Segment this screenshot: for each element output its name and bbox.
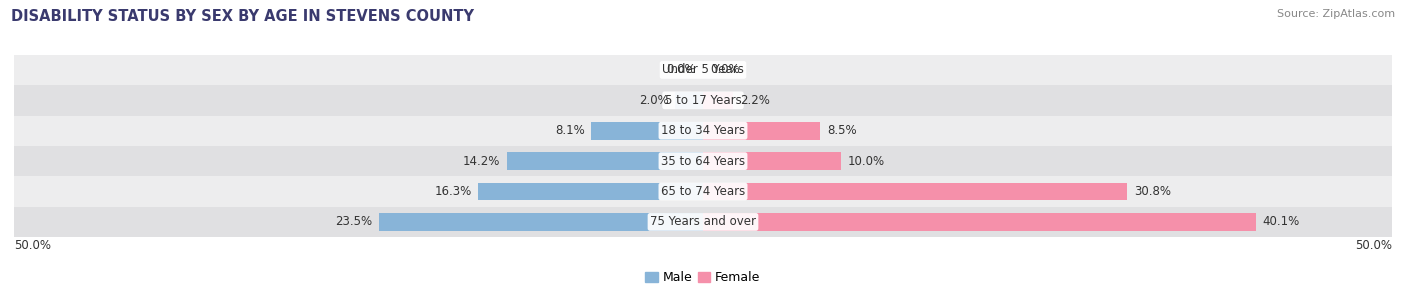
- Text: Under 5 Years: Under 5 Years: [662, 64, 744, 76]
- Text: 2.0%: 2.0%: [638, 94, 669, 107]
- Bar: [592, 122, 703, 140]
- Text: 75 Years and over: 75 Years and over: [650, 216, 756, 228]
- Text: 50.0%: 50.0%: [14, 239, 51, 252]
- Bar: [14, 207, 1392, 237]
- Bar: [14, 85, 1392, 116]
- Bar: [508, 152, 703, 170]
- Text: 65 to 74 Years: 65 to 74 Years: [661, 185, 745, 198]
- Legend: Male, Female: Male, Female: [641, 266, 765, 289]
- Text: 10.0%: 10.0%: [848, 155, 884, 168]
- Bar: [675, 92, 703, 109]
- Text: 40.1%: 40.1%: [1263, 216, 1299, 228]
- Bar: [478, 183, 703, 200]
- Bar: [703, 152, 841, 170]
- Bar: [14, 146, 1392, 176]
- Bar: [14, 176, 1392, 207]
- Text: 35 to 64 Years: 35 to 64 Years: [661, 155, 745, 168]
- Bar: [703, 213, 1256, 231]
- Text: 30.8%: 30.8%: [1135, 185, 1171, 198]
- Text: DISABILITY STATUS BY SEX BY AGE IN STEVENS COUNTY: DISABILITY STATUS BY SEX BY AGE IN STEVE…: [11, 9, 474, 24]
- Text: 8.5%: 8.5%: [827, 124, 856, 137]
- Text: 23.5%: 23.5%: [335, 216, 373, 228]
- Text: Source: ZipAtlas.com: Source: ZipAtlas.com: [1277, 9, 1395, 19]
- Text: 50.0%: 50.0%: [1355, 239, 1392, 252]
- Text: 0.0%: 0.0%: [710, 64, 740, 76]
- Bar: [380, 213, 703, 231]
- Text: 16.3%: 16.3%: [434, 185, 471, 198]
- Text: 14.2%: 14.2%: [463, 155, 501, 168]
- Text: 0.0%: 0.0%: [666, 64, 696, 76]
- Text: 2.2%: 2.2%: [740, 94, 770, 107]
- Bar: [14, 116, 1392, 146]
- Bar: [703, 122, 820, 140]
- Text: 18 to 34 Years: 18 to 34 Years: [661, 124, 745, 137]
- Bar: [14, 55, 1392, 85]
- Bar: [703, 183, 1128, 200]
- Text: 8.1%: 8.1%: [555, 124, 585, 137]
- Bar: [703, 92, 734, 109]
- Text: 5 to 17 Years: 5 to 17 Years: [665, 94, 741, 107]
